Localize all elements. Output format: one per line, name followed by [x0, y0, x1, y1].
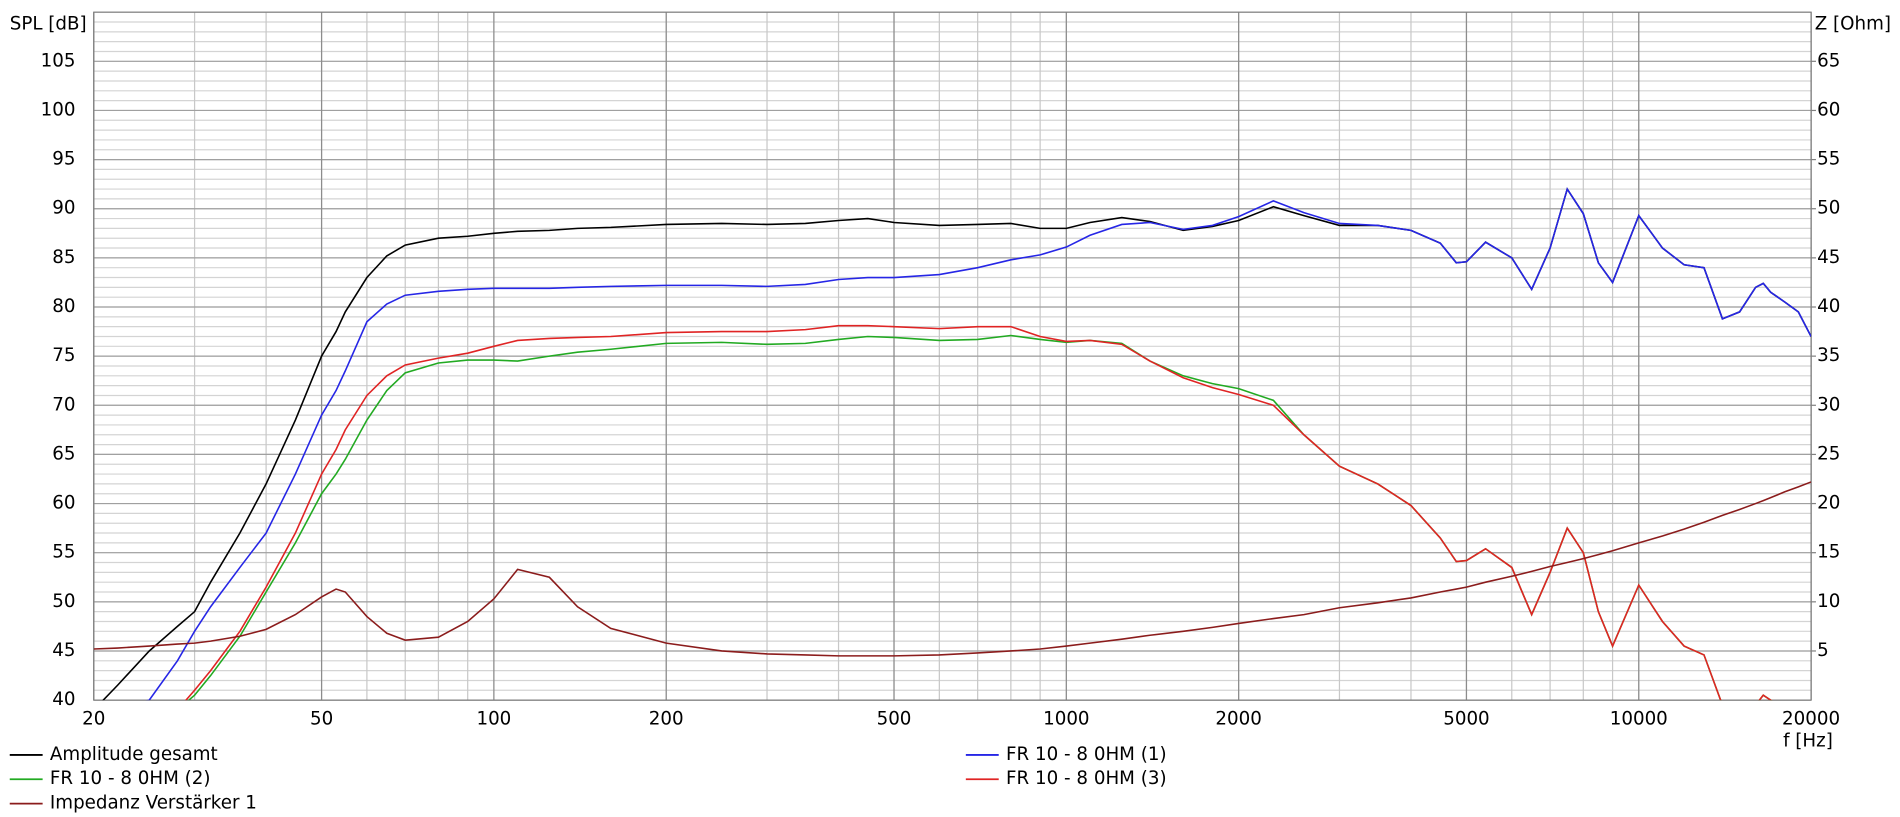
- y-tick-label: 75: [52, 345, 75, 366]
- y-tick-label: 45: [52, 640, 75, 661]
- y-tick-label: 50: [52, 591, 75, 612]
- y-tick-label: 90: [52, 198, 75, 219]
- y-tick-label: 60: [52, 493, 75, 514]
- y-axis-label: SPL [dB]: [10, 13, 87, 34]
- series-line: [93, 481, 1812, 657]
- x-tick-label: 10000: [1610, 709, 1668, 730]
- series-line: [184, 324, 1773, 701]
- y2-tick-label: 60: [1817, 99, 1840, 120]
- y-tick-label: 65: [52, 443, 75, 464]
- y-tick-label: 70: [52, 394, 75, 415]
- y-tick-label: 100: [41, 99, 76, 120]
- x-tick-label: 2000: [1215, 709, 1261, 730]
- series-line: [146, 187, 1812, 701]
- x-tick-label: 20: [82, 709, 105, 730]
- y-tick-label: 80: [52, 296, 75, 317]
- legend-label: FR 10 - 8 0HM (3): [1006, 768, 1167, 789]
- y2-axis-label: Z [Ohm]: [1815, 13, 1891, 34]
- x-tick-label: 1000: [1043, 709, 1089, 730]
- y2-tick-label: 65: [1817, 50, 1840, 71]
- legend-label: FR 10 - 8 0HM (1): [1006, 744, 1167, 765]
- y2-tick-label: 55: [1817, 149, 1840, 170]
- y2-tick-label: 20: [1817, 493, 1840, 514]
- y-tick-label: 40: [52, 689, 75, 710]
- y-tick-label: 85: [52, 247, 75, 268]
- x-tick-label: 50: [310, 709, 333, 730]
- y2-tick-label: 35: [1817, 345, 1840, 366]
- x-tick-label: 20000: [1782, 709, 1840, 730]
- y2-tick-label: 45: [1817, 247, 1840, 268]
- y2-tick-label: 5: [1817, 640, 1829, 661]
- y2-tick-label: 50: [1817, 198, 1840, 219]
- y-tick-label: 105: [41, 50, 76, 71]
- x-axis-label: f [Hz]: [1783, 731, 1833, 752]
- y2-tick-label: 15: [1817, 542, 1840, 563]
- y2-tick-label: 40: [1817, 296, 1840, 317]
- x-tick-label: 100: [476, 709, 511, 730]
- y-tick-label: 95: [52, 149, 75, 170]
- y2-tick-label: 25: [1817, 443, 1840, 464]
- y2-tick-label: 10: [1817, 591, 1840, 612]
- y2-tick-label: 30: [1817, 394, 1840, 415]
- x-tick-label: 500: [877, 709, 912, 730]
- x-tick-label: 200: [649, 709, 684, 730]
- x-tick-label: 5000: [1443, 709, 1489, 730]
- y-tick-label: 55: [52, 542, 75, 563]
- legend-label: FR 10 - 8 0HM (2): [50, 768, 211, 789]
- legend-label: Amplitude gesamt: [50, 744, 218, 765]
- plot-frame: [93, 11, 1812, 701]
- legend-label: Impedanz Verstärker 1: [50, 793, 257, 814]
